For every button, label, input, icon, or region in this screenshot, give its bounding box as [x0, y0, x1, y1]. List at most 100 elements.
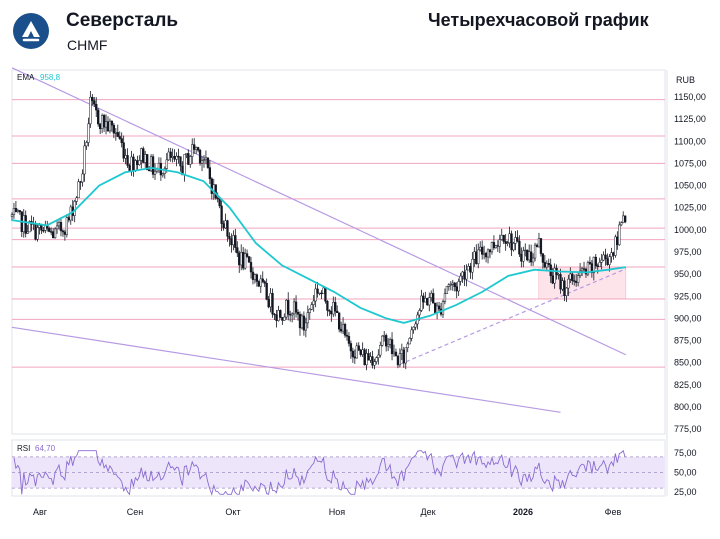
- candle-body: [500, 234, 503, 240]
- candle-body: [206, 157, 210, 168]
- candle-body: [108, 120, 112, 132]
- candle-body: [161, 173, 164, 176]
- candle-body: [214, 184, 217, 199]
- candle-body: [16, 210, 20, 213]
- candle-body: [408, 338, 411, 345]
- candle-body: [386, 344, 390, 347]
- candle-body: [44, 225, 47, 231]
- candle-body: [620, 222, 623, 226]
- candle-body: [616, 236, 619, 246]
- candle-body: [318, 292, 321, 295]
- candle-body: [191, 144, 194, 157]
- candle-body: [543, 262, 546, 268]
- candle-body: [281, 317, 284, 321]
- candle-body: [596, 265, 599, 267]
- candle-body: [59, 222, 63, 232]
- candle-body: [263, 281, 266, 284]
- time-tick-label: Окт: [225, 507, 240, 517]
- chart-area: 1150,00 1125,00 1100,00 1075,00 1050,00 1025,…: [0, 62, 720, 534]
- candle-body: [120, 138, 123, 143]
- candle-body: [306, 312, 309, 324]
- candle-body: [612, 252, 615, 256]
- candle-body: [85, 142, 88, 147]
- candle-body: [504, 241, 507, 244]
- candle-body: [234, 235, 237, 248]
- candle-body: [524, 249, 527, 252]
- price-tick-label: 1150,00: [674, 92, 706, 102]
- candle-body: [65, 217, 69, 235]
- candle-body: [367, 353, 370, 361]
- candle-body: [608, 256, 611, 265]
- candle-body: [443, 293, 447, 302]
- candle-body: [196, 147, 200, 151]
- candle-body: [477, 249, 480, 264]
- candle-body: [343, 324, 347, 336]
- candle-body: [531, 257, 535, 263]
- candle-body: [285, 299, 288, 318]
- candle-body: [193, 144, 196, 150]
- candle-body: [381, 335, 384, 346]
- candle-body: [183, 154, 186, 176]
- candle-body: [545, 263, 548, 268]
- candle-body: [610, 252, 613, 258]
- candle-body: [580, 268, 584, 272]
- candle-body: [569, 273, 572, 280]
- candle-body: [302, 315, 306, 331]
- candle-body: [614, 236, 617, 256]
- candle-body: [604, 254, 607, 259]
- candle-body: [114, 132, 117, 134]
- candle-body: [355, 345, 358, 359]
- candle-body: [602, 254, 605, 261]
- trendline-1: [11, 326, 561, 413]
- candle-body: [539, 238, 543, 254]
- candle-body: [77, 181, 80, 199]
- candle-body: [153, 170, 157, 175]
- candle-body: [508, 233, 511, 244]
- rsi-line: [13, 449, 626, 496]
- candle-body: [228, 236, 231, 240]
- rsi-label: RSI: [17, 444, 30, 453]
- time-tick-label: Авг: [33, 507, 48, 517]
- candle-body: [398, 353, 402, 366]
- company-name: Северсталь: [66, 10, 179, 31]
- candle-body: [40, 225, 43, 231]
- candle-body: [251, 271, 255, 280]
- candle-body: [516, 237, 519, 242]
- candle-body: [204, 157, 208, 160]
- candle-body: [598, 262, 601, 267]
- candle-body: [95, 104, 98, 111]
- candle-body: [600, 259, 603, 263]
- candle-body: [518, 240, 521, 255]
- candle-body: [138, 160, 141, 165]
- candle-body: [390, 339, 394, 355]
- rsi-tick-label: 50,00: [674, 468, 697, 478]
- candle-body: [533, 244, 537, 259]
- candle-body: [310, 304, 313, 310]
- candle-body: [345, 334, 349, 337]
- price-tick-label: 925,00: [674, 291, 702, 301]
- candle-body: [577, 275, 580, 283]
- header: Северсталь CHMF Четырехчасовой график: [0, 0, 720, 62]
- candle-body: [128, 165, 131, 172]
- candle-body: [567, 278, 570, 289]
- candle-body: [357, 345, 360, 351]
- candle-body: [314, 288, 317, 302]
- candle-body: [369, 356, 372, 361]
- candle-body: [526, 249, 529, 261]
- candle-body: [269, 293, 272, 308]
- price-tick-label: 775,00: [674, 424, 702, 434]
- candle-body: [242, 252, 245, 269]
- candle-body: [48, 228, 51, 232]
- candle-body: [426, 298, 429, 306]
- candle-body: [283, 316, 286, 321]
- candle-body: [441, 301, 445, 315]
- candle-body: [324, 287, 327, 302]
- candle-body: [12, 208, 16, 215]
- candle-body: [563, 280, 566, 296]
- candle-body: [404, 347, 407, 364]
- candle-body: [50, 231, 53, 233]
- candle-body: [624, 215, 627, 223]
- candle-body: [330, 310, 333, 315]
- candle-body: [353, 356, 356, 359]
- candle-body: [488, 249, 492, 253]
